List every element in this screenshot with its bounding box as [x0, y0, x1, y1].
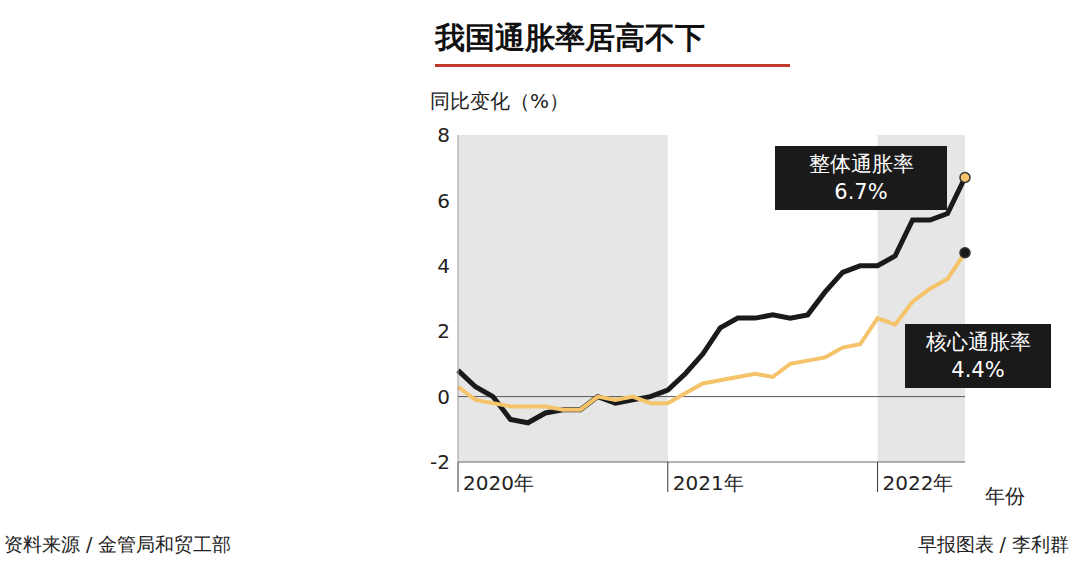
svg-text:2022年: 2022年 — [883, 471, 954, 495]
html-text:6.7%: 6.7% — [834, 180, 888, 204]
svg-text:2020年: 2020年 — [463, 471, 534, 495]
html-text:4.4%: 4.4% — [951, 358, 1005, 382]
svg-text:2: 2 — [437, 319, 450, 343]
html-text:同比变化（%）: 同比变化（%） — [430, 89, 569, 113]
html-text:整体通胀率: 整体通胀率 — [808, 152, 914, 176]
html-text:资料来源 / 金管局和贸工部: 资料来源 / 金管局和贸工部 — [4, 533, 232, 555]
svg-text:-2: -2 — [430, 450, 450, 474]
svg-text:2021年: 2021年 — [673, 471, 744, 495]
svg-text:4: 4 — [437, 254, 450, 278]
html-text:核心通胀率: 核心通胀率 — [925, 330, 1031, 354]
svg-text:8: 8 — [437, 123, 450, 147]
svg-text:0: 0 — [437, 385, 450, 409]
html-text:年份: 年份 — [985, 484, 1025, 508]
html-text:我国通胀率居高不下: 我国通胀率居高不下 — [435, 20, 705, 55]
svg-text:6: 6 — [437, 189, 450, 213]
html-text:早报图表 / 李利群: 早报图表 / 李利群 — [917, 533, 1069, 555]
